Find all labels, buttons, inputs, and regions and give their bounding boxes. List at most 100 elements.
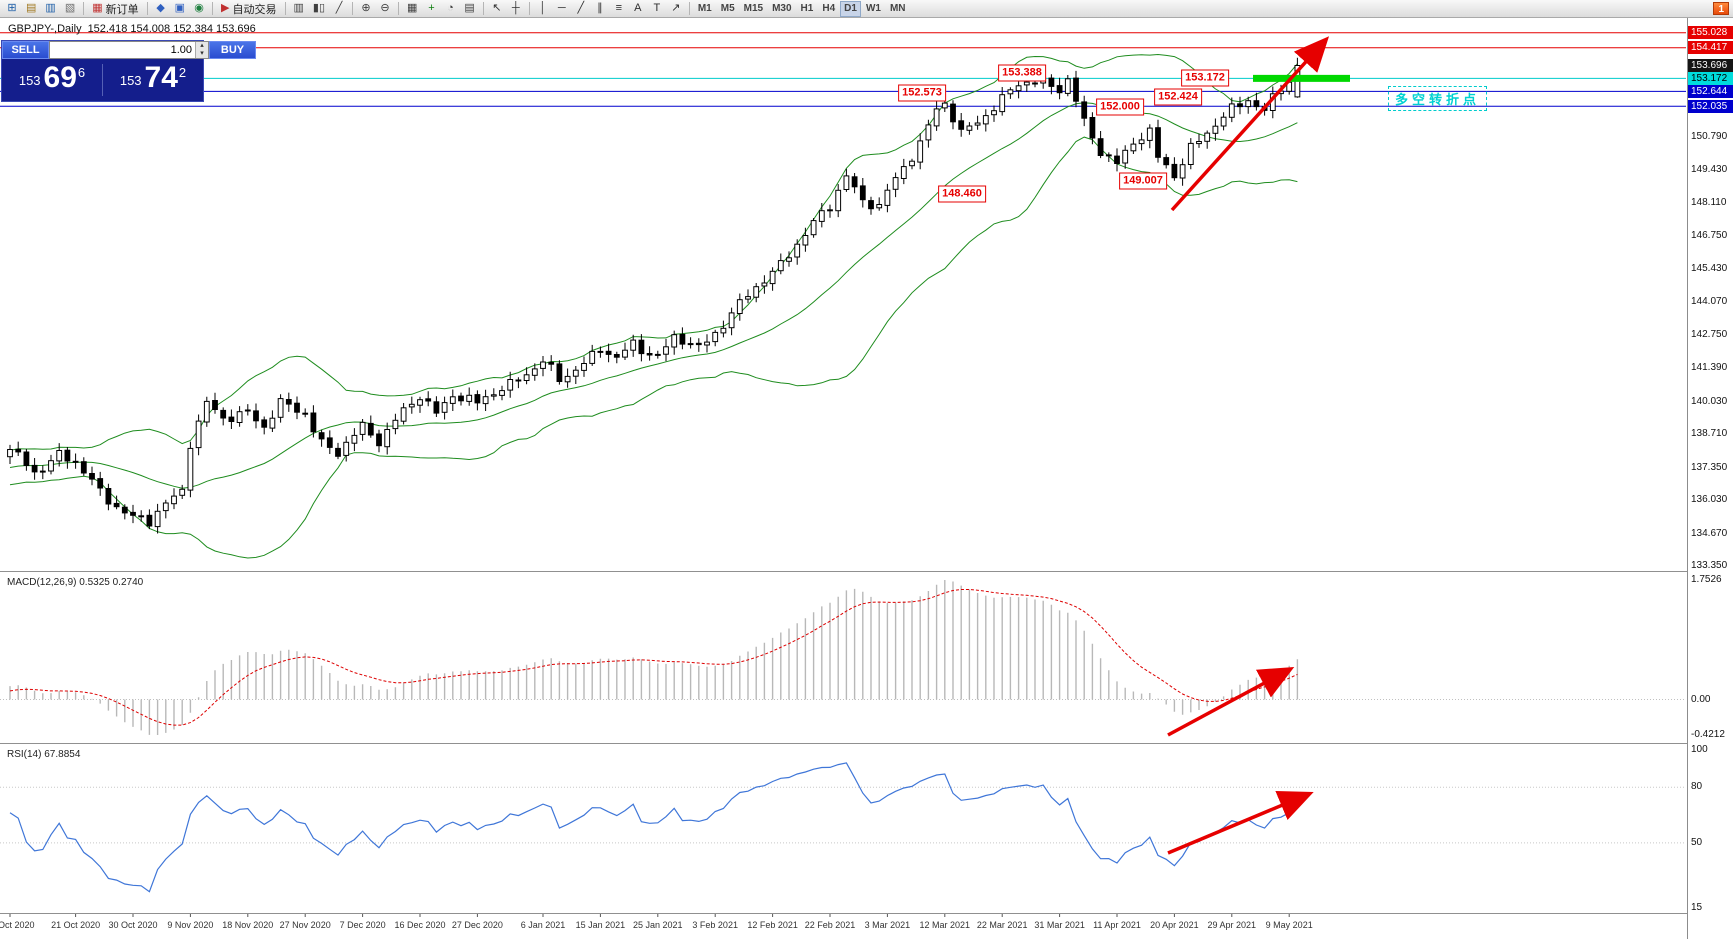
text-label-button[interactable]: T (648, 1, 666, 17)
indicators-list-button[interactable]: + (422, 1, 440, 17)
crosshair-button[interactable]: ┼ (507, 1, 525, 17)
notification-badge[interactable]: 1 (1713, 2, 1729, 15)
price-tag-153.172[interactable]: 153.172 (1181, 69, 1229, 87)
text-button[interactable]: A (629, 1, 647, 17)
price-tick: 145.430 (1691, 262, 1728, 274)
candle-up (925, 124, 932, 141)
timeframe-m5-button[interactable]: M5 (717, 1, 739, 17)
candle-up (1245, 100, 1252, 108)
candle-down (113, 502, 120, 508)
price-tick: 140.030 (1691, 395, 1728, 407)
market-watch-button[interactable]: ▥ (41, 1, 59, 17)
sell-button[interactable]: SELL (2, 41, 49, 59)
metaeditor-button[interactable]: ◆ (152, 1, 170, 17)
bar-chart-button[interactable]: ▥ (290, 1, 308, 17)
candle-up (663, 346, 669, 355)
vertical-line-button[interactable]: │ (534, 1, 552, 17)
candle-up (507, 379, 514, 391)
zoom-in-button[interactable]: ⊕ (357, 1, 375, 17)
timeframe-h1-button[interactable]: H1 (797, 1, 818, 17)
candle-down (1056, 85, 1063, 94)
navigator-button[interactable]: ▧ (61, 1, 79, 17)
timeframe-m30-button[interactable]: M30 (768, 1, 795, 17)
templates-button[interactable]: ▤ (460, 1, 478, 17)
candle-up (490, 394, 497, 397)
toolbar-separator (83, 2, 85, 15)
auto-trading-button[interactable]: ▶ 自动交易 (217, 1, 280, 17)
sell-price-sup: 6 (77, 65, 86, 80)
buy-price[interactable]: 153 74 2 (103, 63, 203, 96)
candle-down (64, 449, 71, 462)
price-tag-153.388[interactable]: 153.388 (998, 64, 1046, 82)
periods-button[interactable]: ◔ (441, 1, 459, 17)
price-tag-152.000[interactable]: 152.000 (1096, 98, 1144, 116)
candle-up (203, 400, 210, 423)
candle-down (220, 409, 227, 419)
turning-point-note[interactable]: 多空转折点 (1388, 86, 1488, 111)
trend-arrow-main (1170, 36, 1330, 212)
terminal-button[interactable]: ▣ (171, 1, 189, 17)
candle-down (1171, 163, 1178, 179)
buy-button[interactable]: BUY (209, 41, 256, 59)
timeframe-w1-button[interactable]: W1 (862, 1, 885, 17)
candle-up (400, 407, 407, 422)
sell-price-prefix: 153 (18, 73, 41, 88)
timeframe-m1-button[interactable]: M1 (694, 1, 716, 17)
volume-field[interactable]: ▴ ▾ (49, 41, 209, 59)
price-tick: 146.750 (1691, 230, 1728, 242)
fibonacci-retracement-button[interactable]: ≡ (610, 1, 628, 17)
timeframe-h4-button[interactable]: H4 (818, 1, 839, 17)
price-tick: 149.430 (1691, 164, 1728, 176)
candle-up (1204, 132, 1211, 142)
price-tag-152.573[interactable]: 152.573 (898, 84, 946, 102)
price-tick: 142.750 (1691, 328, 1728, 340)
volume-down-icon[interactable]: ▾ (196, 50, 208, 58)
trendline-button[interactable]: ╱ (572, 1, 590, 17)
equidistant-channel-button[interactable]: ∥ (591, 1, 609, 17)
price-tag-152.424[interactable]: 152.424 (1154, 88, 1202, 106)
candle-up (1023, 81, 1030, 86)
horizontal-line-button[interactable]: ─ (553, 1, 571, 17)
timeframe-m30-label: M30 (772, 3, 792, 14)
macd-panel-separator[interactable] (0, 571, 1733, 572)
time-label: 22 Mar 2021 (976, 920, 1028, 930)
zoom-out-icon: ⊖ (380, 2, 390, 14)
timeframe-m15-button[interactable]: M15 (740, 1, 767, 17)
candle-down (458, 395, 464, 402)
price-scale[interactable]: 150.790 149.430 148.110 146.750 145.430 144.0… (1687, 18, 1733, 939)
time-axis[interactable]: 12 Oct 2020 21 Oct 2020 30 Oct 2020 9 Nov 2… (0, 914, 1686, 939)
tile-windows-button[interactable]: ▦ (403, 1, 421, 17)
timeframe-mn-button[interactable]: MN (886, 1, 910, 17)
price-tick: 133.350 (1691, 560, 1728, 571)
new-order-button[interactable]: ▦ 新订单 (88, 1, 142, 17)
price-tick: 136.030 (1691, 494, 1728, 506)
candle-down (1089, 117, 1096, 139)
candlestick-chart-button[interactable]: ▮▯ (309, 1, 329, 17)
candle-down (80, 461, 87, 474)
rsi-scale-50: 50 (1691, 836, 1703, 848)
price-tag-148.460[interactable]: 148.460 (938, 185, 986, 203)
candle-up (728, 312, 735, 329)
volume-input[interactable] (50, 42, 195, 58)
zoom-out-button[interactable]: ⊖ (376, 1, 394, 17)
community-button[interactable]: ◉ (190, 1, 208, 17)
line-chart-button[interactable]: ╱ (330, 1, 348, 17)
candle-up (827, 209, 833, 212)
arrows-button[interactable]: ↗ (667, 1, 685, 17)
price-tag-149.007[interactable]: 149.007 (1119, 172, 1167, 190)
volume-up-icon[interactable]: ▴ (196, 42, 208, 50)
candle-up (187, 447, 194, 491)
profiles-icon: ▤ (26, 2, 37, 14)
sell-price[interactable]: 153 69 6 (2, 63, 102, 96)
timeframe-d1-button[interactable]: D1 (840, 0, 861, 17)
candle-down (851, 176, 858, 188)
rsi-panel-separator[interactable] (0, 743, 1733, 744)
new-chart-button[interactable]: ⊞ (3, 1, 21, 17)
indicators-list-icon: + (428, 2, 435, 14)
zoom-in-icon: ⊕ (361, 2, 371, 14)
profiles-button[interactable]: ▤ (22, 1, 40, 17)
cursor-button[interactable]: ↖ (488, 1, 506, 17)
price-label-red: 154.417 (1688, 41, 1733, 55)
candlestick-chart-icon: ▮▯ (312, 2, 326, 14)
